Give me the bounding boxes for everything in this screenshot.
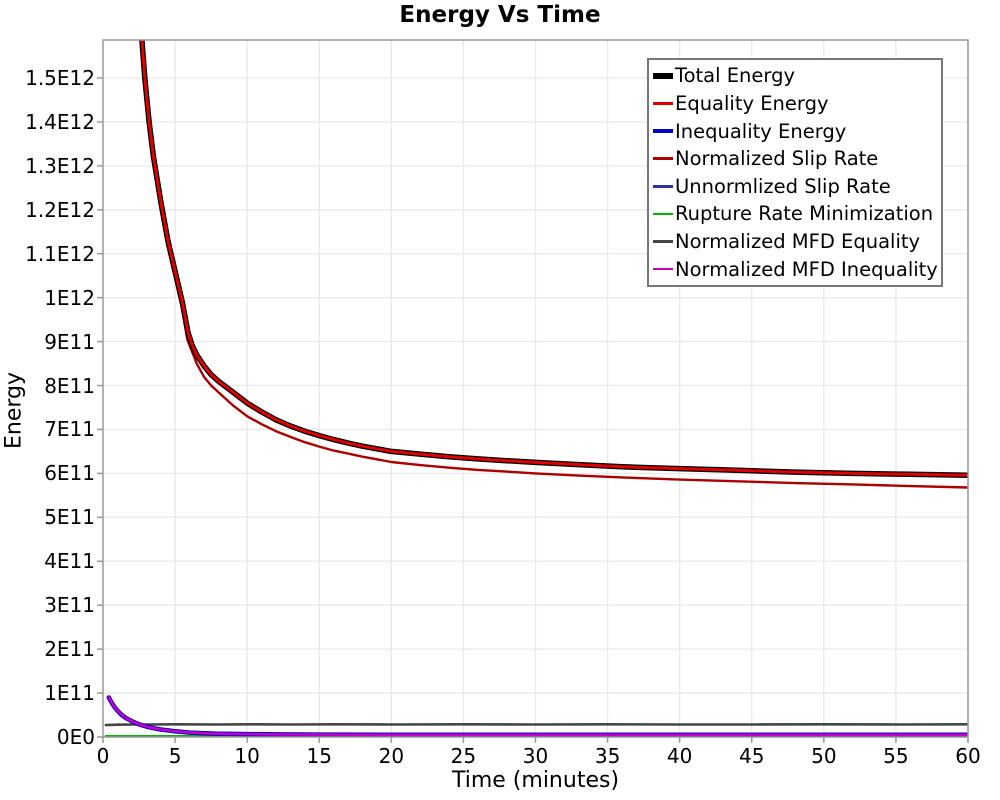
legend-label: Normalized Slip Rate <box>675 147 879 171</box>
y-tick-label: 4E11 <box>44 549 95 574</box>
y-tick-label: 1.4E12 <box>25 109 95 134</box>
series-line-unnormlized-slip-rate <box>107 696 968 736</box>
x-tick-label: 60 <box>955 744 981 768</box>
y-tick-label: 2E11 <box>44 637 95 662</box>
legend: Total Energy Equality Energy Inequality En… <box>647 58 943 287</box>
series-line-inequality-energy <box>106 695 968 737</box>
x-tick-label: 15 <box>306 744 332 768</box>
legend-line-swatch <box>653 101 673 105</box>
x-tick-label: 25 <box>450 744 477 768</box>
legend-line-swatch <box>653 157 673 160</box>
y-tick-label: 1.3E12 <box>25 153 95 178</box>
y-tick-label: 1.2E12 <box>25 197 95 222</box>
x-tick-label: 45 <box>739 744 765 768</box>
y-axis-title: Energy <box>1 371 27 450</box>
legend-line-swatch <box>653 73 673 79</box>
legend-line-swatch <box>653 185 673 188</box>
y-tick-label: 1.5E12 <box>25 66 95 90</box>
y-tick-label: 8E11 <box>44 373 95 398</box>
legend-label: Normalized MFD Equality <box>675 230 921 254</box>
legend-line-swatch <box>653 212 673 216</box>
y-tick-label: 1.1E12 <box>25 241 95 266</box>
legend-item: Normalized MFD Equality <box>653 229 941 255</box>
legend-item: Rupture Rate Minimization <box>653 201 941 227</box>
legend-label: Inequality Energy <box>675 119 847 143</box>
legend-item: Unnormlized Slip Rate <box>653 173 941 199</box>
legend-item: Inequality Energy <box>653 118 941 144</box>
y-tick-label: 1E12 <box>44 285 95 310</box>
legend-label: Normalized MFD Inequality <box>675 257 938 281</box>
x-tick-label: 10 <box>234 744 260 768</box>
legend-line-swatch <box>653 267 673 271</box>
legend-line-swatch <box>653 240 673 243</box>
legend-label: Equality Energy <box>675 91 829 115</box>
legend-item: Normalized Slip Rate <box>653 146 941 172</box>
y-tick-label: 5E11 <box>44 505 95 530</box>
legend-label: Total Energy <box>675 64 796 88</box>
x-tick-label: 30 <box>522 744 549 768</box>
y-tick-label: 3E11 <box>44 593 95 618</box>
y-tick-label: 1E11 <box>44 681 95 706</box>
y-tick-label: 6E11 <box>44 461 95 486</box>
legend-line-swatch <box>653 128 673 134</box>
y-tick-label: 7E11 <box>44 417 95 442</box>
y-tick-label: 0E0 <box>56 725 95 749</box>
legend-item: Equality Energy <box>653 90 941 116</box>
x-tick-label: 40 <box>666 744 693 768</box>
series-line-equality-energy <box>140 40 968 477</box>
x-tick-label: 55 <box>883 744 909 768</box>
y-tick-label: 9E11 <box>44 329 95 354</box>
legend-label: Rupture Rate Minimization <box>675 202 934 226</box>
chart-title: Energy Vs Time <box>399 2 601 28</box>
x-tick-label: 35 <box>594 744 621 768</box>
legend-item: Total Energy <box>653 63 941 89</box>
x-tick-label: 0 <box>96 744 110 768</box>
x-tick-label: 5 <box>168 744 182 768</box>
x-tick-label: 20 <box>378 744 405 768</box>
series-line-normalized-mfd-inequality <box>107 696 968 737</box>
series-line-normalized-mfd-equality <box>104 722 968 727</box>
x-tick-label: 50 <box>811 744 837 768</box>
legend-item: Normalized MFD Inequality <box>653 256 941 282</box>
legend-label: Unnormlized Slip Rate <box>675 174 891 198</box>
x-axis-title: Time (minutes) <box>451 768 620 793</box>
